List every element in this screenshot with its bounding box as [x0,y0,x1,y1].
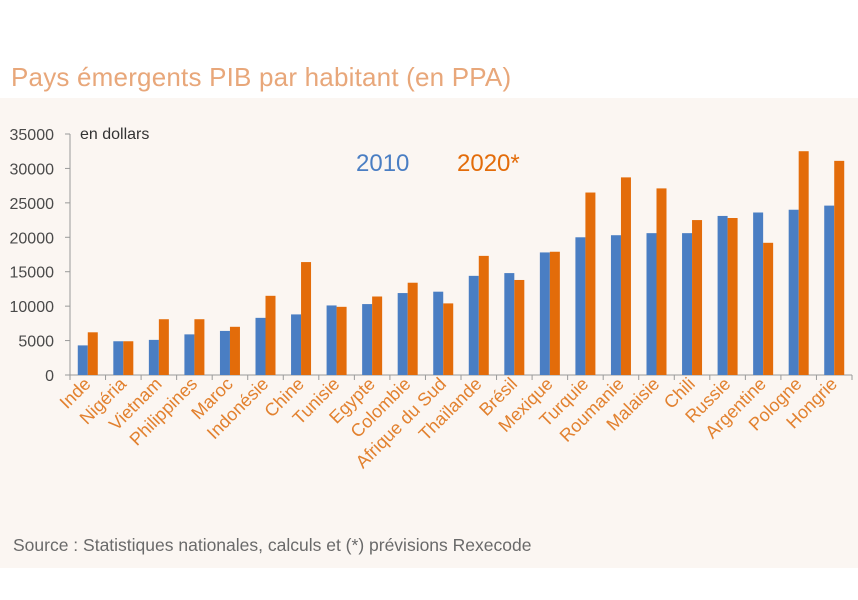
y-tick-label: 0 [45,368,54,385]
bars [77,151,845,375]
bar-2010 [184,334,195,375]
bar-2010 [539,252,550,375]
bar-2020 [585,192,596,375]
legend-2010: 2010 [356,150,409,177]
bar-2010 [326,305,337,375]
bar-2020 [798,151,809,375]
bar-2020 [692,220,703,375]
bar-2020 [372,296,383,375]
y-tick-label: 30000 [10,161,55,178]
y-tick-label: 15000 [10,265,55,282]
bar-2020 [194,319,205,375]
bar-2020 [301,262,312,375]
bar-2010 [717,215,728,375]
bar-2010 [113,341,124,375]
bar-2020 [478,255,489,375]
bar-2020 [158,319,169,375]
y-tick-label: 20000 [10,230,55,247]
bar-2010 [397,293,408,375]
y-tick-label: 10000 [10,299,55,316]
bar-2020 [265,295,276,375]
bar-2010 [468,275,479,375]
bar-2010 [362,304,373,375]
bar-2010 [575,237,586,375]
bar-2020 [514,279,525,375]
bar-2010 [255,317,266,375]
bar-2010 [291,314,302,375]
bar-2010 [682,233,693,375]
y-tick-label: 35000 [10,127,55,144]
bar-2010 [824,205,835,375]
y-axis: 0 5000 10000 15000 20000 25000 30000 35000 [10,127,71,385]
unit-label: en dollars [80,126,149,143]
bar-2010 [504,273,515,375]
bar-2010 [753,212,764,375]
legend-2020: 2020* [457,150,520,177]
chart-panel [0,98,858,568]
bar-2010 [433,291,444,375]
bar-2020 [407,282,418,375]
bar-2010 [646,233,657,375]
bar-2010 [148,339,159,375]
bar-2020 [229,326,240,375]
bar-2020 [727,218,738,375]
chart-title: Pays émergents PIB par habitant (en PPA) [11,62,512,92]
x-axis: IndeNigériaVietnamPhilippinesMarocIndoné… [56,373,853,472]
bar-2020 [336,306,347,375]
bar-2010 [77,345,88,375]
y-tick-label: 5000 [18,334,54,351]
bar-2010 [610,235,621,375]
bar-2020 [87,332,98,375]
bar-2020 [763,242,774,375]
y-tick-label: 25000 [10,196,55,213]
bar-2010 [788,209,799,375]
source-note: Source : Statistiques nationales, calcul… [13,535,532,555]
bar-2020 [834,160,845,375]
bar-2020 [443,303,454,375]
bar-2020 [620,177,631,375]
bar-2020 [123,341,134,375]
bar-2010 [219,330,230,375]
bar-2020 [656,188,667,375]
bar-2020 [549,251,560,375]
